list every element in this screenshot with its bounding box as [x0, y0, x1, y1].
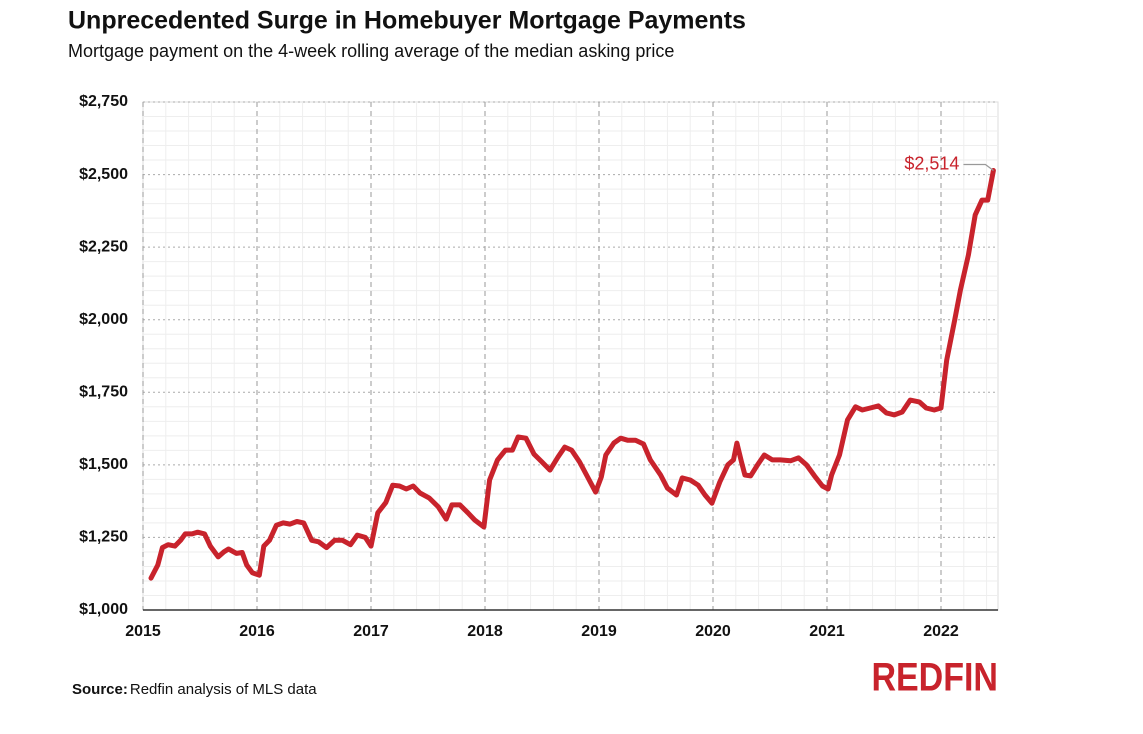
x-tick-label: 2017: [353, 623, 389, 640]
annotation: $2,514: [904, 153, 959, 173]
logo: REDFIN: [871, 654, 998, 699]
y-tick-label: $2,500: [79, 166, 128, 183]
line: [148, 168, 996, 581]
x-tick-label: 2015: [125, 623, 161, 640]
y-tick-label: $2,250: [79, 238, 128, 255]
x-tick-label: 2020: [695, 623, 731, 640]
x-tick-label: 2022: [923, 623, 959, 640]
annotation-leader: [963, 163, 994, 171]
y-tick-label: $1,250: [79, 529, 128, 546]
chart-subtitle: Mortgage payment on the 4-week rolling a…: [68, 41, 674, 61]
source: Source: Redfin analysis of MLS data: [72, 681, 317, 698]
x-tick-label: 2019: [581, 623, 617, 640]
y-tick-label: $1,750: [79, 384, 128, 401]
x-tick-label: 2018: [467, 623, 503, 640]
x-tick-label: 2016: [239, 623, 275, 640]
chart-title: Unprecedented Surge in Homebuyer Mortgag…: [68, 7, 746, 35]
x-tick-label: 2021: [809, 623, 845, 640]
y-tick-label: $2,750: [79, 93, 128, 110]
source-text: Redfin analysis of MLS data: [130, 681, 317, 698]
source-label: Source:: [72, 681, 128, 698]
y-tick-label: $1,500: [79, 456, 128, 473]
y-tick-label: $1,000: [79, 601, 128, 618]
y-tick-label: $2,000: [79, 311, 128, 328]
